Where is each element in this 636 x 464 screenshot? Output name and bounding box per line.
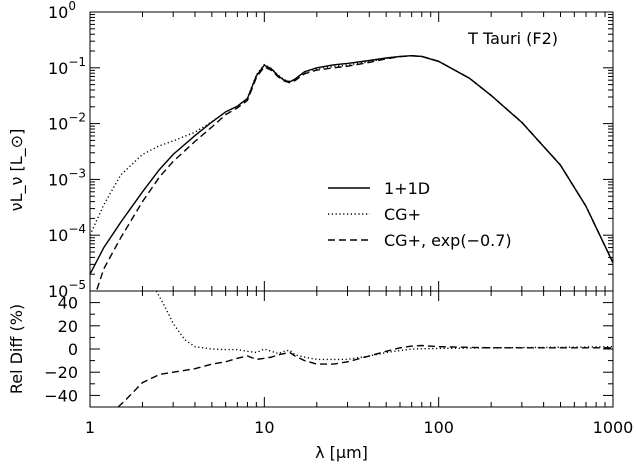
y-tick-label: 0 — [68, 340, 78, 359]
top-plot-frame — [89, 11, 614, 292]
y-tick-label-base: 10 — [48, 170, 68, 189]
y-tick-label-exponent: −1 — [68, 55, 86, 69]
series-line-solid — [90, 54, 613, 275]
legend-label: CG+, exp(−0.7) — [384, 231, 512, 250]
y-tick-label-exponent: −3 — [68, 166, 86, 180]
y-tick-label: 10−5 — [48, 278, 86, 301]
y-tick-label: 40 — [58, 294, 78, 313]
x-tick-label: 10 — [254, 418, 274, 437]
y-tick-label: 100 — [48, 0, 76, 22]
y-tick-label-exponent: −5 — [68, 278, 86, 292]
y-tick-label-base: 10 — [48, 59, 68, 78]
rel-diff-line-dotted — [155, 291, 613, 361]
series-line-dotted — [90, 54, 613, 264]
bottom-plot-frame — [89, 290, 614, 408]
y-tick-label-exponent: 0 — [68, 0, 76, 13]
y-tick-label-exponent: −4 — [68, 222, 86, 236]
panel-annotation: T Tauri (F2) — [467, 29, 558, 48]
rel-diff-line-dashed — [117, 344, 613, 407]
y-tick-label-base: 10 — [48, 226, 68, 245]
y-tick-label: 10−2 — [48, 111, 86, 134]
y-tick-label: 20 — [58, 317, 78, 336]
y-tick-label-base: 10 — [48, 3, 68, 22]
y-tick-label: −20 — [44, 363, 78, 382]
y-tick-label: 10−3 — [48, 166, 86, 189]
x-tick-label: 100 — [423, 418, 454, 437]
y-tick-label-base: 10 — [48, 115, 68, 134]
legend-label: 1+1D — [384, 179, 430, 198]
y-axis-label-bottom: Rel Diff (%) — [7, 304, 26, 394]
x-axis-label: λ [μm] — [315, 443, 368, 462]
legend-label: CG+ — [384, 205, 421, 224]
y-tick-label: 10−4 — [48, 222, 86, 245]
series-line-dashed — [95, 55, 613, 291]
y-tick-label-exponent: −2 — [68, 111, 86, 125]
rel-diff-panel: 1 10 100 1000 λ [μm] 40 20 0 −20 −40 Rel Diff (%) — [7, 290, 634, 462]
x-tick-label: 1000 — [593, 418, 634, 437]
y-tick-label: 10−1 — [48, 55, 86, 78]
x-tick-label: 1 — [85, 418, 95, 437]
y-axis-label-top: νL_ν [L_⊙] — [7, 129, 27, 212]
y-tick-label-base: 10 — [48, 282, 68, 301]
y-tick-label: −40 — [44, 386, 78, 405]
